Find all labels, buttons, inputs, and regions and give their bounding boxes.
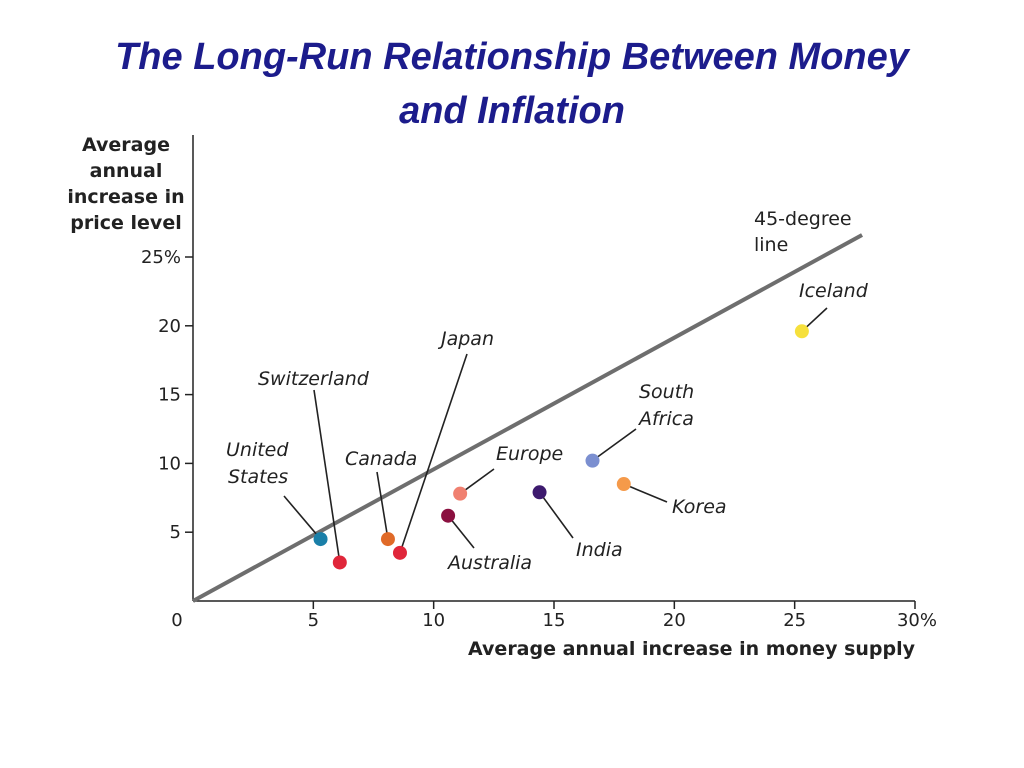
leader-line [538,491,574,539]
x-tick-label: 20 [663,610,686,631]
reference-line-group: 45-degree line [192,208,864,603]
data-point [392,545,407,560]
y-tick-label: 10 [158,453,181,474]
leader-lines [283,307,828,563]
point-label: Japan [437,328,494,350]
x-tick-label: 25 [783,610,806,631]
slide-title: The Long-Run Relationship Between Money … [0,30,1024,138]
reference-line-label: line [754,234,788,256]
x-tick-label: 0 [171,610,182,631]
data-point [585,453,600,468]
leader-line [592,428,637,462]
data-point [441,508,456,523]
point-label: Canada [345,448,417,470]
point-label: United [226,439,289,461]
data-point [313,532,328,547]
x-tick-label: 10 [422,610,445,631]
point-label: States [228,466,288,488]
data-point [332,555,347,570]
point-labels: United States Switzerland Canada Japan Austra… [226,280,869,574]
data-point [616,477,631,492]
x-tick-label: 30% [897,610,937,631]
title-line-1: The Long-Run Relationship Between Money [115,36,909,78]
point-label: Iceland [799,280,869,302]
y-tick-label: 15 [158,385,181,406]
y-tick-label: 20 [158,316,181,337]
data-point [794,324,809,339]
leader-line [283,495,322,540]
point-label: India [576,539,623,561]
leader-line [313,389,341,563]
y-axis-title: increase in [67,186,184,208]
x-axis-title: Average annual increase in money supply [468,638,916,660]
point-label: Africa [637,408,694,430]
leader-line [399,353,468,554]
data-points [313,324,809,570]
y-tick-label: 5 [170,522,181,543]
point-label: Australia [446,552,532,574]
reference-line-label: 45-degree [754,208,852,230]
point-label: Korea [672,496,727,518]
ticks: 0 5 10 15 20 25 30% 5 10 15 20 25% [141,247,937,631]
y-axis-title: price level [70,212,181,234]
data-point [380,532,395,547]
reference-line [192,233,864,603]
y-axis-title: Average [82,134,170,156]
leader-line [376,471,389,540]
y-axis-title: annual [90,160,163,182]
x-tick-label: 15 [543,610,566,631]
data-point [532,485,547,500]
axis-titles: Average annual increase in price level Avera… [67,134,915,660]
title-line-2: and Inflation [399,90,625,132]
point-label: South [639,381,694,403]
x-tick-label: 5 [308,610,319,631]
point-label: Switzerland [258,368,370,390]
y-tick-label: 25% [141,247,181,268]
data-point [453,486,468,501]
point-label: Europe [496,443,563,465]
leader-line [623,483,668,503]
